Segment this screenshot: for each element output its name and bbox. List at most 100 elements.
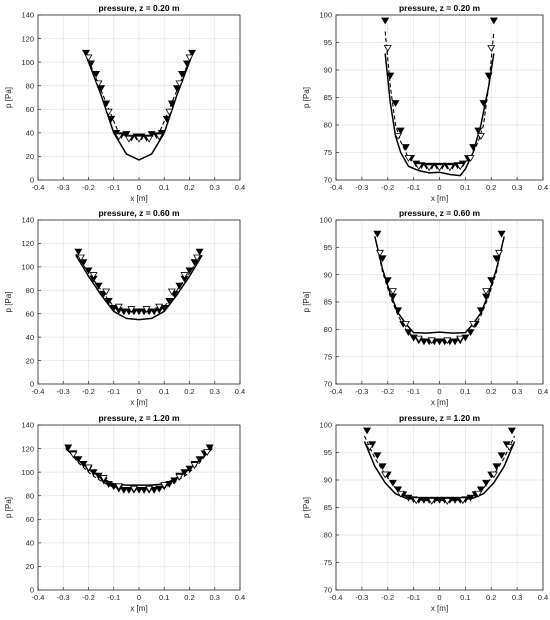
data-marker-filled: [74, 248, 83, 256]
y-tick-label: 70: [324, 586, 332, 595]
plot-frame: [37, 424, 241, 591]
x-tick-label: -0.3: [355, 387, 368, 396]
data-marker-filled: [157, 129, 166, 137]
data-marker-open: [427, 498, 436, 505]
data-marker-open: [193, 254, 202, 262]
chart-title: pressure, z = 0.20 m: [98, 3, 179, 13]
data-marker-filled: [469, 144, 478, 151]
y-tick-label: 100: [21, 468, 34, 477]
x-tick-label: -0.2: [82, 387, 95, 396]
x-axis-label: x [m]: [431, 194, 448, 203]
x-tick-label: 0: [437, 183, 441, 192]
x-tick-label: 0.4: [538, 593, 548, 602]
series-line-solid: [75, 254, 203, 321]
data-layer: [81, 49, 197, 161]
series-line-solid: [85, 54, 193, 161]
data-marker-filled: [87, 60, 96, 68]
y-tick-label: 140: [21, 216, 34, 225]
data-marker-filled: [185, 267, 194, 275]
data-marker-filled: [122, 131, 131, 138]
x-tick-label: -0.3: [57, 183, 70, 192]
data-marker-filled: [188, 49, 197, 57]
data-marker-open: [102, 288, 111, 296]
y-tick-label: 60: [26, 309, 34, 318]
data-marker-filled: [378, 255, 387, 263]
y-tick-label: 20: [26, 356, 34, 365]
x-tick-label: 0.2: [486, 593, 496, 602]
data-marker-open: [114, 133, 123, 141]
x-tick-label: 0.4: [235, 387, 245, 396]
data-marker-open: [175, 80, 184, 88]
data-marker-filled: [185, 465, 194, 473]
chart-panel-2: -0.4 -0.3 -0.2 -0.1 0 0.1 0.2 0.3 0.4 70 75 80 85 90 9…: [302, 3, 548, 203]
data-marker-open: [104, 108, 113, 116]
data-marker-open: [185, 54, 194, 62]
data-marker-filled: [180, 469, 189, 477]
chart-panel-5: -0.4 -0.3 -0.2 -0.1 0 0.1 0.2 0.3 0.4 0 20 40 60 80 10…: [4, 413, 245, 613]
data-marker-open: [412, 497, 421, 505]
y-tick-label: 85: [324, 298, 332, 307]
data-marker-filled: [419, 338, 428, 346]
data-marker-open: [84, 54, 93, 62]
y-tick-label: 80: [324, 325, 332, 334]
chart-panel-3: -0.4 -0.3 -0.2 -0.1 0 0.1 0.2 0.3 0.4 0 20 40 60 80 10…: [4, 208, 245, 407]
data-marker-open: [99, 475, 108, 482]
data-marker-open: [394, 133, 403, 140]
data-marker-open: [388, 288, 397, 295]
x-tick-label: 0.4: [235, 593, 245, 602]
y-tick-label: 100: [319, 216, 332, 225]
data-marker-open: [396, 490, 405, 498]
y-tick-label: 120: [21, 34, 34, 43]
data-marker-open: [435, 164, 444, 172]
data-marker-open: [76, 254, 85, 262]
data-marker-filled: [466, 329, 475, 336]
y-tick-label: 75: [324, 558, 332, 567]
data-marker-open: [487, 45, 496, 52]
x-tick-label: 0.3: [210, 387, 220, 396]
data-marker-filled: [373, 230, 382, 238]
data-marker-filled: [140, 486, 149, 494]
x-tick-label: -0.4: [330, 387, 343, 396]
data-marker-open: [124, 135, 133, 143]
x-axis-label: x [m]: [130, 604, 147, 613]
data-marker-filled: [94, 282, 103, 290]
y-axis-label: p [Pa]: [302, 87, 311, 108]
data-marker-filled: [388, 479, 397, 487]
x-tick-label: 0: [137, 593, 141, 602]
series-line-dashed: [374, 236, 505, 341]
data-marker-filled: [451, 338, 460, 346]
plot-frame: [335, 424, 544, 591]
data-marker-filled: [182, 60, 191, 68]
y-axis-label: p [Pa]: [4, 497, 13, 518]
data-marker-open: [476, 133, 485, 140]
y-tick-label: 140: [21, 11, 34, 20]
plot-frame: [37, 219, 241, 385]
data-marker-filled: [175, 282, 184, 290]
data-marker-filled: [383, 277, 392, 285]
data-marker-filled: [492, 255, 501, 263]
y-tick-label: 90: [324, 270, 332, 279]
data-marker-filled: [150, 486, 159, 494]
data-marker-open: [84, 464, 93, 472]
data-layer: [64, 444, 214, 494]
y-tick-label: 80: [26, 491, 34, 500]
x-tick-label: 0.4: [538, 387, 548, 396]
data-marker-filled: [482, 479, 491, 487]
data-marker-open: [456, 335, 465, 343]
chart-title: pressure, z = 1.20 m: [399, 413, 480, 423]
y-tick-label: 100: [21, 263, 34, 272]
x-tick-label: -0.1: [107, 183, 120, 192]
data-marker-open: [94, 80, 103, 88]
data-marker-filled: [205, 444, 214, 452]
data-marker-filled: [401, 144, 410, 151]
x-tick-label: -0.4: [330, 593, 343, 602]
x-tick-label: -0.3: [57, 593, 70, 602]
plot-frame: [335, 14, 544, 181]
x-tick-label: 0.3: [210, 593, 220, 602]
y-axis-label: p [Pa]: [4, 87, 13, 108]
data-marker-open: [381, 471, 390, 479]
x-axis-label: x [m]: [431, 398, 448, 407]
x-tick-label: 0.1: [460, 593, 470, 602]
y-axis-label: p [Pa]: [302, 292, 311, 313]
data-marker-filled: [489, 17, 498, 25]
